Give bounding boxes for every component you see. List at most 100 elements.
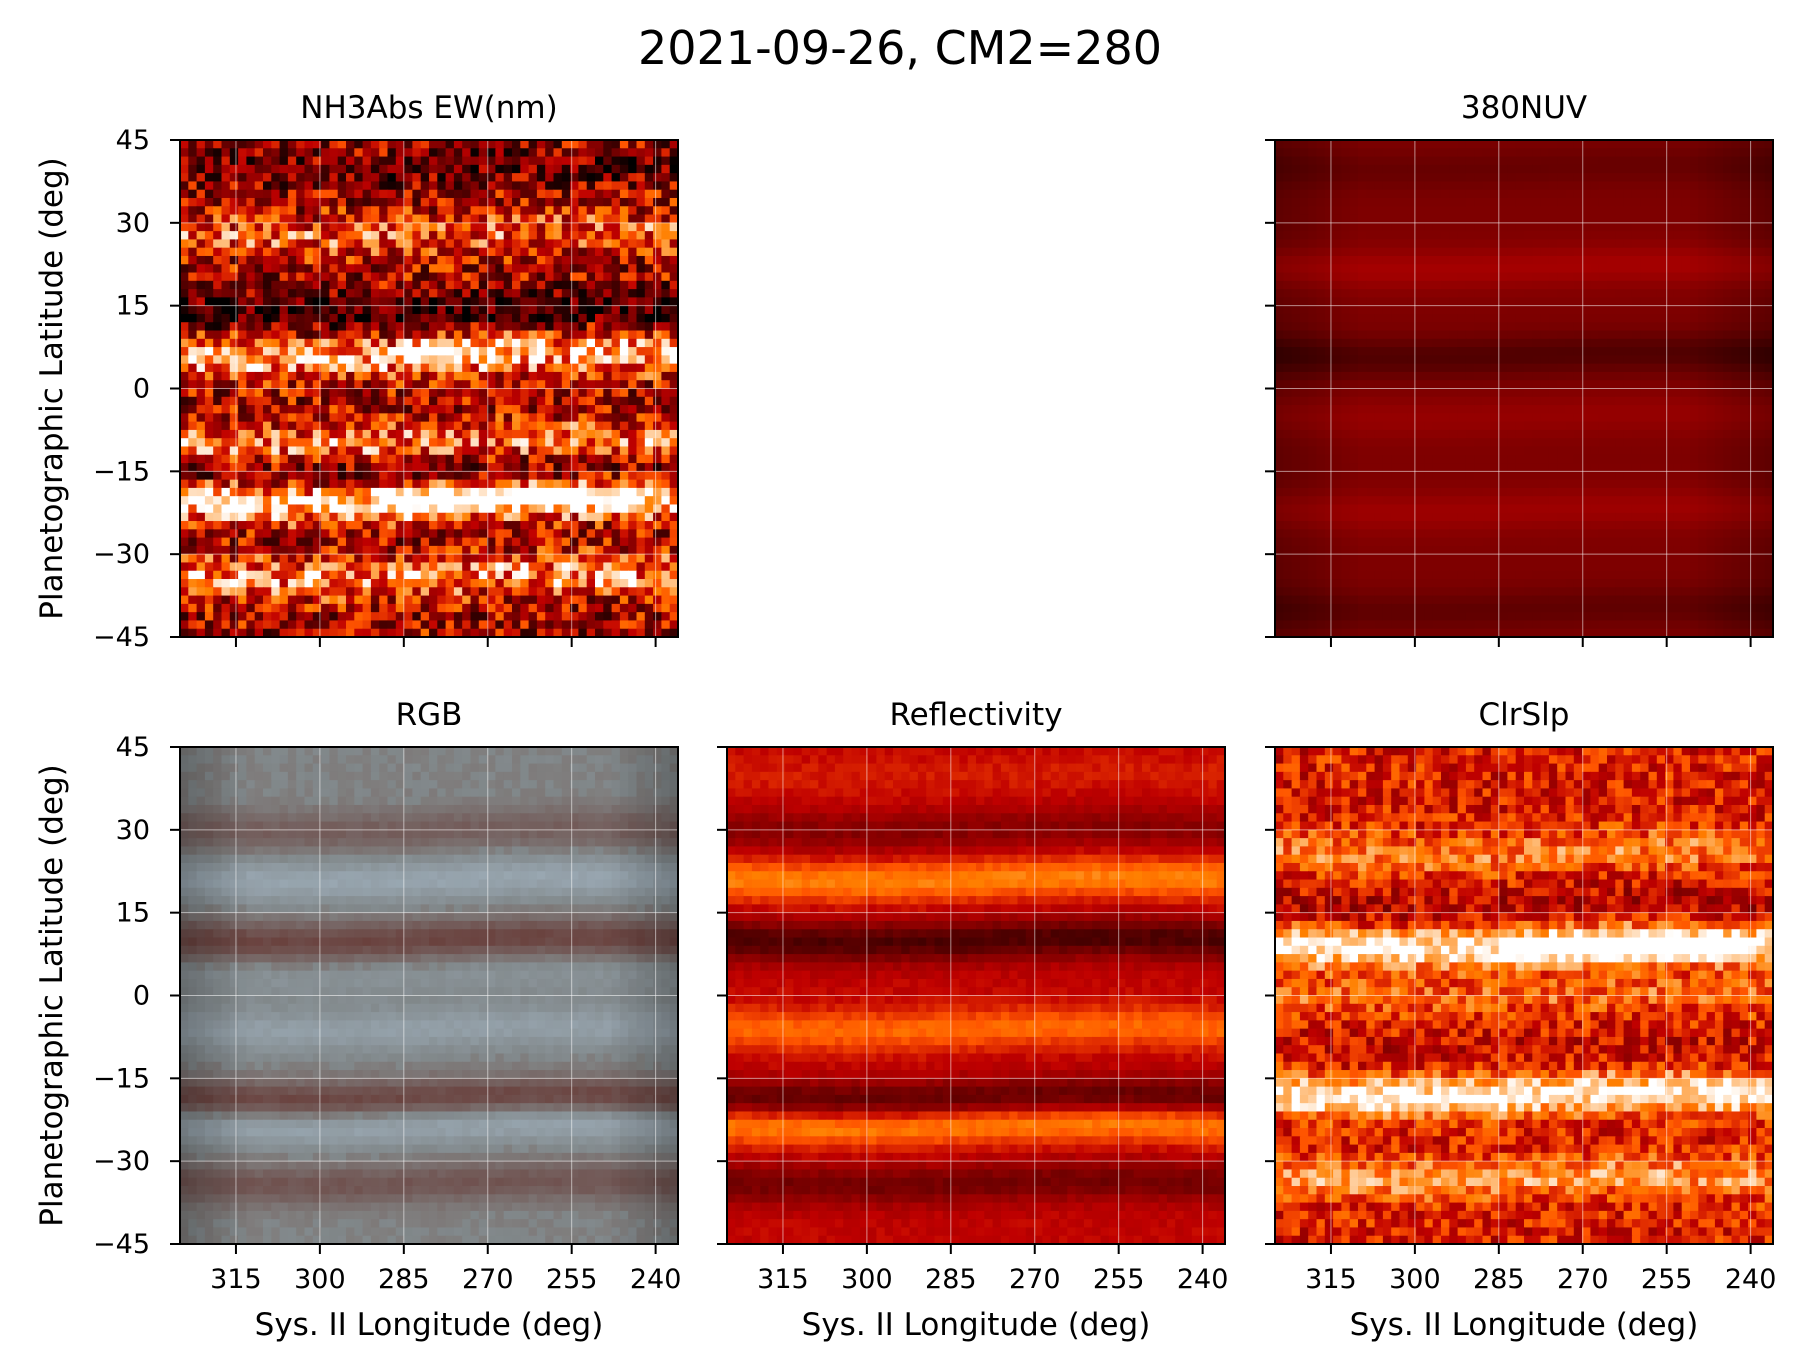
heatmap-cell xyxy=(445,496,455,506)
heatmap-cell xyxy=(204,537,214,547)
heatmap-cell xyxy=(437,189,447,199)
heatmap-cell xyxy=(1681,164,1691,174)
heatmap-cell xyxy=(404,587,413,597)
heatmap-cell xyxy=(669,454,678,464)
heatmap-cell xyxy=(1465,272,1475,282)
heatmap-cell xyxy=(503,562,513,572)
heatmap-cell xyxy=(213,471,223,481)
heatmap-cell xyxy=(329,429,339,439)
heatmap-cell xyxy=(520,595,530,605)
heatmap-cell xyxy=(470,487,480,497)
heatmap-cell xyxy=(570,429,579,439)
heatmap-cell xyxy=(1424,197,1434,207)
heatmap-cell xyxy=(1299,156,1309,166)
heatmap-cell xyxy=(512,562,521,572)
heatmap-cell xyxy=(611,197,621,207)
heatmap-cell xyxy=(271,363,281,373)
heatmap-cell xyxy=(1764,313,1773,323)
heatmap-cell xyxy=(512,380,521,390)
heatmap-cell xyxy=(221,587,231,597)
heatmap-cell xyxy=(661,347,671,356)
heatmap-cell xyxy=(495,156,505,166)
heatmap-cell xyxy=(379,206,389,216)
heatmap-cell xyxy=(437,496,447,506)
heatmap-cell xyxy=(221,371,231,381)
heatmap-cell xyxy=(362,363,372,373)
heatmap-cell xyxy=(470,371,480,381)
heatmap-cell xyxy=(628,222,638,232)
heatmap-cell xyxy=(188,496,198,506)
heatmap-cell xyxy=(1723,148,1733,158)
heatmap-cell xyxy=(196,496,206,506)
heatmap-cell xyxy=(420,529,430,539)
heatmap-cell xyxy=(1457,173,1467,183)
heatmap-cell xyxy=(404,620,413,630)
heatmap-cell xyxy=(1407,140,1417,149)
heatmap-cell xyxy=(586,222,596,232)
heatmap-cell xyxy=(1540,197,1550,207)
heatmap-cell xyxy=(395,620,405,630)
heatmap-cell xyxy=(578,446,588,456)
heatmap-cell xyxy=(1665,255,1674,265)
heatmap-cell xyxy=(263,446,272,456)
heatmap-cell xyxy=(354,156,364,166)
heatmap-cell xyxy=(1316,305,1326,315)
heatmap-cell xyxy=(1573,264,1583,274)
heatmap-cell xyxy=(1540,305,1550,315)
heatmap-cell xyxy=(528,545,538,555)
heatmap-cell xyxy=(180,471,189,481)
heatmap-cell xyxy=(180,496,189,506)
heatmap-cell xyxy=(304,297,314,307)
heatmap-cell xyxy=(1374,313,1384,323)
heatmap-cell xyxy=(379,603,389,613)
heatmap-cell xyxy=(644,371,654,381)
heatmap-cell xyxy=(1275,297,1284,307)
heatmap-cell xyxy=(412,338,422,348)
heatmap-cell xyxy=(321,429,330,439)
heatmap-cell xyxy=(1573,156,1583,166)
heatmap-cell xyxy=(387,222,397,232)
heatmap-cell xyxy=(246,388,256,398)
heatmap-cell xyxy=(1399,222,1409,232)
heatmap-cell xyxy=(362,272,372,282)
heatmap-cell xyxy=(462,214,472,224)
heatmap-cell xyxy=(395,421,405,431)
heatmap-cell xyxy=(445,297,455,307)
heatmap-cell xyxy=(1524,272,1533,282)
heatmap-cell xyxy=(1275,255,1284,265)
heatmap-cell xyxy=(586,181,596,191)
heatmap-cell xyxy=(1374,173,1384,183)
heatmap-cell xyxy=(453,173,463,183)
heatmap-cell xyxy=(412,429,422,439)
heatmap-cell xyxy=(204,521,214,530)
heatmap-cell xyxy=(561,355,571,365)
heatmap-cell xyxy=(545,222,555,232)
heatmap-cell xyxy=(503,355,513,365)
heatmap-cell xyxy=(595,587,604,597)
heatmap-cell xyxy=(528,380,538,390)
heatmap-cell xyxy=(188,421,198,431)
heatmap-cell xyxy=(404,255,413,265)
heatmap-cell xyxy=(1316,247,1326,257)
heatmap-cell xyxy=(553,305,563,315)
heatmap-cell xyxy=(370,603,380,613)
heatmap-cell xyxy=(1607,255,1616,265)
heatmap-cell xyxy=(287,413,297,423)
heatmap-cell xyxy=(188,222,198,232)
heatmap-cell xyxy=(1474,255,1484,265)
heatmap-cell xyxy=(611,421,621,431)
heatmap-cell xyxy=(420,330,430,340)
heatmap-cell xyxy=(1681,280,1691,290)
heatmap-cell xyxy=(238,595,247,605)
heatmap-cell xyxy=(221,247,231,257)
heatmap-cell xyxy=(337,264,347,274)
heatmap-cell xyxy=(578,429,588,439)
heatmap-cell xyxy=(1764,247,1773,257)
heatmap-cell xyxy=(619,562,629,572)
heatmap-cell xyxy=(520,305,530,315)
heatmap-cell xyxy=(512,140,521,149)
heatmap-cell xyxy=(528,487,538,497)
heatmap-cell xyxy=(528,405,538,414)
heatmap-cell xyxy=(653,289,662,298)
heatmap-cell xyxy=(545,438,555,448)
